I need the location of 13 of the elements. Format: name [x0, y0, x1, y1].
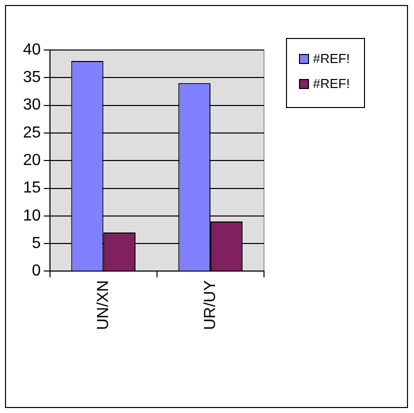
x-tick-label: UR/UY: [202, 280, 219, 330]
x-tick-label: UN/XN: [94, 280, 112, 330]
y-tick-label: 30: [23, 96, 41, 114]
y-tick-label: 10: [23, 207, 41, 224]
y-tick-label: 25: [23, 124, 41, 142]
y-tick-label: 35: [23, 69, 41, 86]
legend-label: #REF!: [313, 51, 350, 66]
legend-label: #REF!: [313, 76, 350, 91]
y-tick-label: 40: [23, 41, 41, 58]
y-tick-label: 5: [32, 234, 41, 252]
y-tick-label: 20: [23, 152, 41, 170]
y-tick-label: 15: [23, 180, 41, 197]
y-tick-label: 0: [32, 262, 41, 280]
